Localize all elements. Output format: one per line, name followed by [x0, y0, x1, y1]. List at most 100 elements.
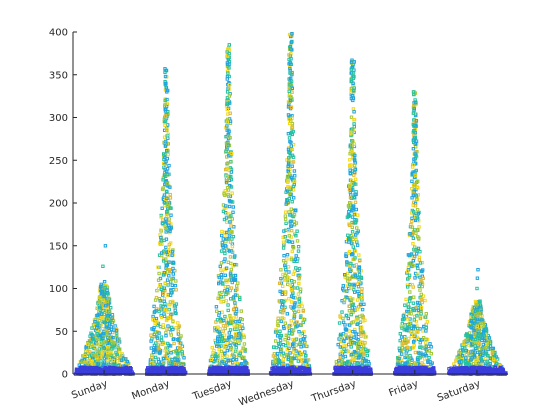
data-point — [99, 359, 103, 363]
data-point — [351, 107, 356, 111]
data-point — [117, 337, 121, 341]
data-point — [76, 368, 80, 372]
data-point — [292, 196, 296, 200]
data-point — [342, 344, 346, 348]
data-point — [356, 213, 360, 217]
data-point — [166, 310, 170, 314]
data-point — [283, 214, 288, 218]
data-point — [282, 354, 287, 359]
data-point — [99, 333, 103, 337]
data-point — [155, 288, 159, 293]
data-point — [97, 312, 101, 316]
data-point — [411, 236, 416, 241]
data-point — [416, 308, 421, 312]
data-point — [286, 164, 290, 169]
data-point — [225, 220, 229, 224]
data-point — [229, 170, 234, 174]
data-point — [416, 246, 421, 251]
data-point — [339, 350, 344, 354]
data-point — [156, 343, 161, 347]
data-point — [106, 317, 110, 322]
data-point — [225, 341, 229, 345]
data-point — [160, 253, 164, 258]
data-point — [232, 323, 236, 327]
data-point — [354, 263, 359, 267]
data-point — [110, 339, 114, 343]
data-point — [290, 114, 294, 118]
data-point — [222, 248, 226, 253]
data-point — [415, 330, 419, 335]
data-point — [166, 283, 170, 287]
data-point — [345, 313, 349, 318]
data-point — [349, 312, 353, 317]
data-point — [165, 327, 169, 331]
data-point — [396, 359, 400, 363]
data-point — [229, 267, 234, 272]
data-point — [298, 287, 303, 291]
data-point — [279, 319, 284, 323]
data-point — [357, 272, 362, 277]
data-point-outlier — [103, 244, 108, 248]
data-point — [418, 288, 422, 292]
data-point — [226, 285, 230, 289]
data-point-outlier — [225, 90, 230, 94]
data-point — [226, 303, 230, 307]
data-point — [224, 204, 228, 208]
data-point — [165, 278, 170, 282]
data-point — [96, 322, 100, 326]
data-point — [277, 363, 282, 368]
data-point — [412, 318, 417, 322]
data-point — [281, 259, 286, 263]
data-point — [229, 297, 233, 301]
data-point — [162, 314, 167, 319]
data-point — [107, 335, 112, 339]
data-point — [154, 341, 158, 345]
data-point — [410, 225, 415, 229]
data-point — [417, 258, 422, 262]
data-point — [176, 321, 180, 325]
data-point — [413, 361, 417, 365]
data-point — [93, 366, 98, 370]
data-point — [398, 338, 402, 343]
data-point — [225, 230, 229, 235]
data-point — [216, 325, 220, 329]
data-point — [296, 245, 301, 249]
data-point — [234, 320, 238, 324]
data-point — [227, 331, 232, 335]
data-point — [227, 94, 232, 98]
data-point — [300, 304, 304, 308]
data-point — [159, 304, 163, 308]
data-point — [355, 240, 359, 244]
data-point — [166, 152, 170, 157]
data-point — [223, 314, 227, 319]
data-point — [283, 321, 288, 325]
data-point — [292, 169, 297, 173]
data-point — [224, 292, 228, 297]
data-point — [416, 326, 420, 331]
data-point — [412, 295, 416, 299]
data-point — [164, 159, 168, 164]
data-point — [109, 306, 113, 310]
data-point — [421, 329, 425, 333]
data-point — [158, 324, 163, 329]
data-point — [219, 249, 224, 253]
data-point — [292, 286, 297, 290]
data-point — [287, 234, 292, 238]
data-point — [410, 330, 414, 334]
data-point — [293, 338, 297, 343]
data-point — [229, 340, 233, 345]
data-point — [90, 333, 94, 337]
data-point — [349, 286, 353, 290]
data-point — [92, 346, 96, 351]
data-point — [418, 261, 423, 265]
data-point — [425, 320, 430, 324]
data-point — [169, 312, 173, 317]
data-point — [228, 240, 233, 244]
data-point — [287, 328, 292, 333]
data-point — [161, 291, 165, 295]
data-point — [163, 305, 168, 309]
data-point — [230, 244, 235, 249]
data-point — [290, 249, 295, 254]
data-point — [114, 329, 119, 333]
data-point — [303, 363, 307, 367]
